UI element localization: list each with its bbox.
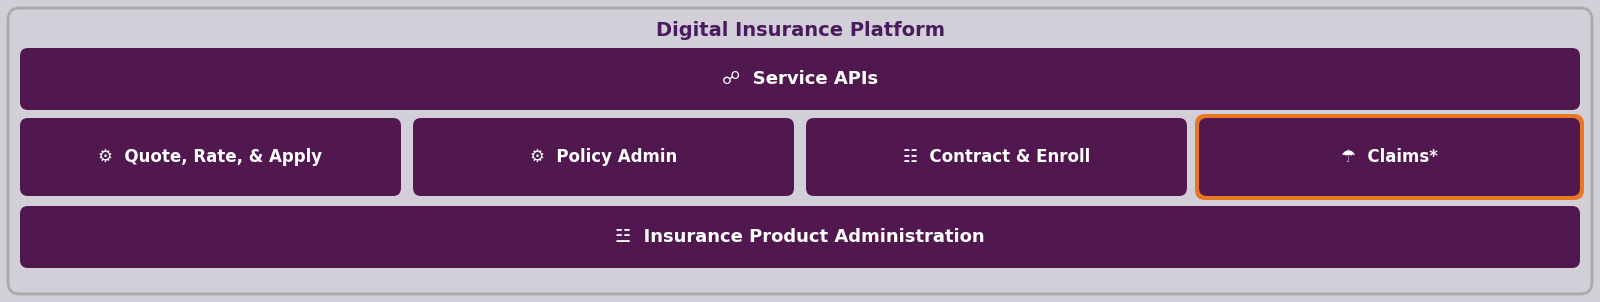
Text: ☍  Service APIs: ☍ Service APIs xyxy=(722,70,878,88)
Text: Digital Insurance Platform: Digital Insurance Platform xyxy=(656,21,944,40)
Text: ☷  Contract & Enroll: ☷ Contract & Enroll xyxy=(902,148,1090,166)
FancyBboxPatch shape xyxy=(806,118,1187,196)
FancyBboxPatch shape xyxy=(19,206,1581,268)
FancyBboxPatch shape xyxy=(8,8,1592,294)
Text: ⚙  Quote, Rate, & Apply: ⚙ Quote, Rate, & Apply xyxy=(99,148,323,166)
Text: ☂  Claims*: ☂ Claims* xyxy=(1341,148,1438,166)
Text: ⚙  Policy Admin: ⚙ Policy Admin xyxy=(530,148,677,166)
FancyBboxPatch shape xyxy=(413,118,794,196)
Text: ☳  Insurance Product Administration: ☳ Insurance Product Administration xyxy=(614,228,986,246)
FancyBboxPatch shape xyxy=(19,118,402,196)
FancyBboxPatch shape xyxy=(1195,114,1584,200)
FancyBboxPatch shape xyxy=(1198,118,1581,196)
FancyBboxPatch shape xyxy=(19,48,1581,110)
